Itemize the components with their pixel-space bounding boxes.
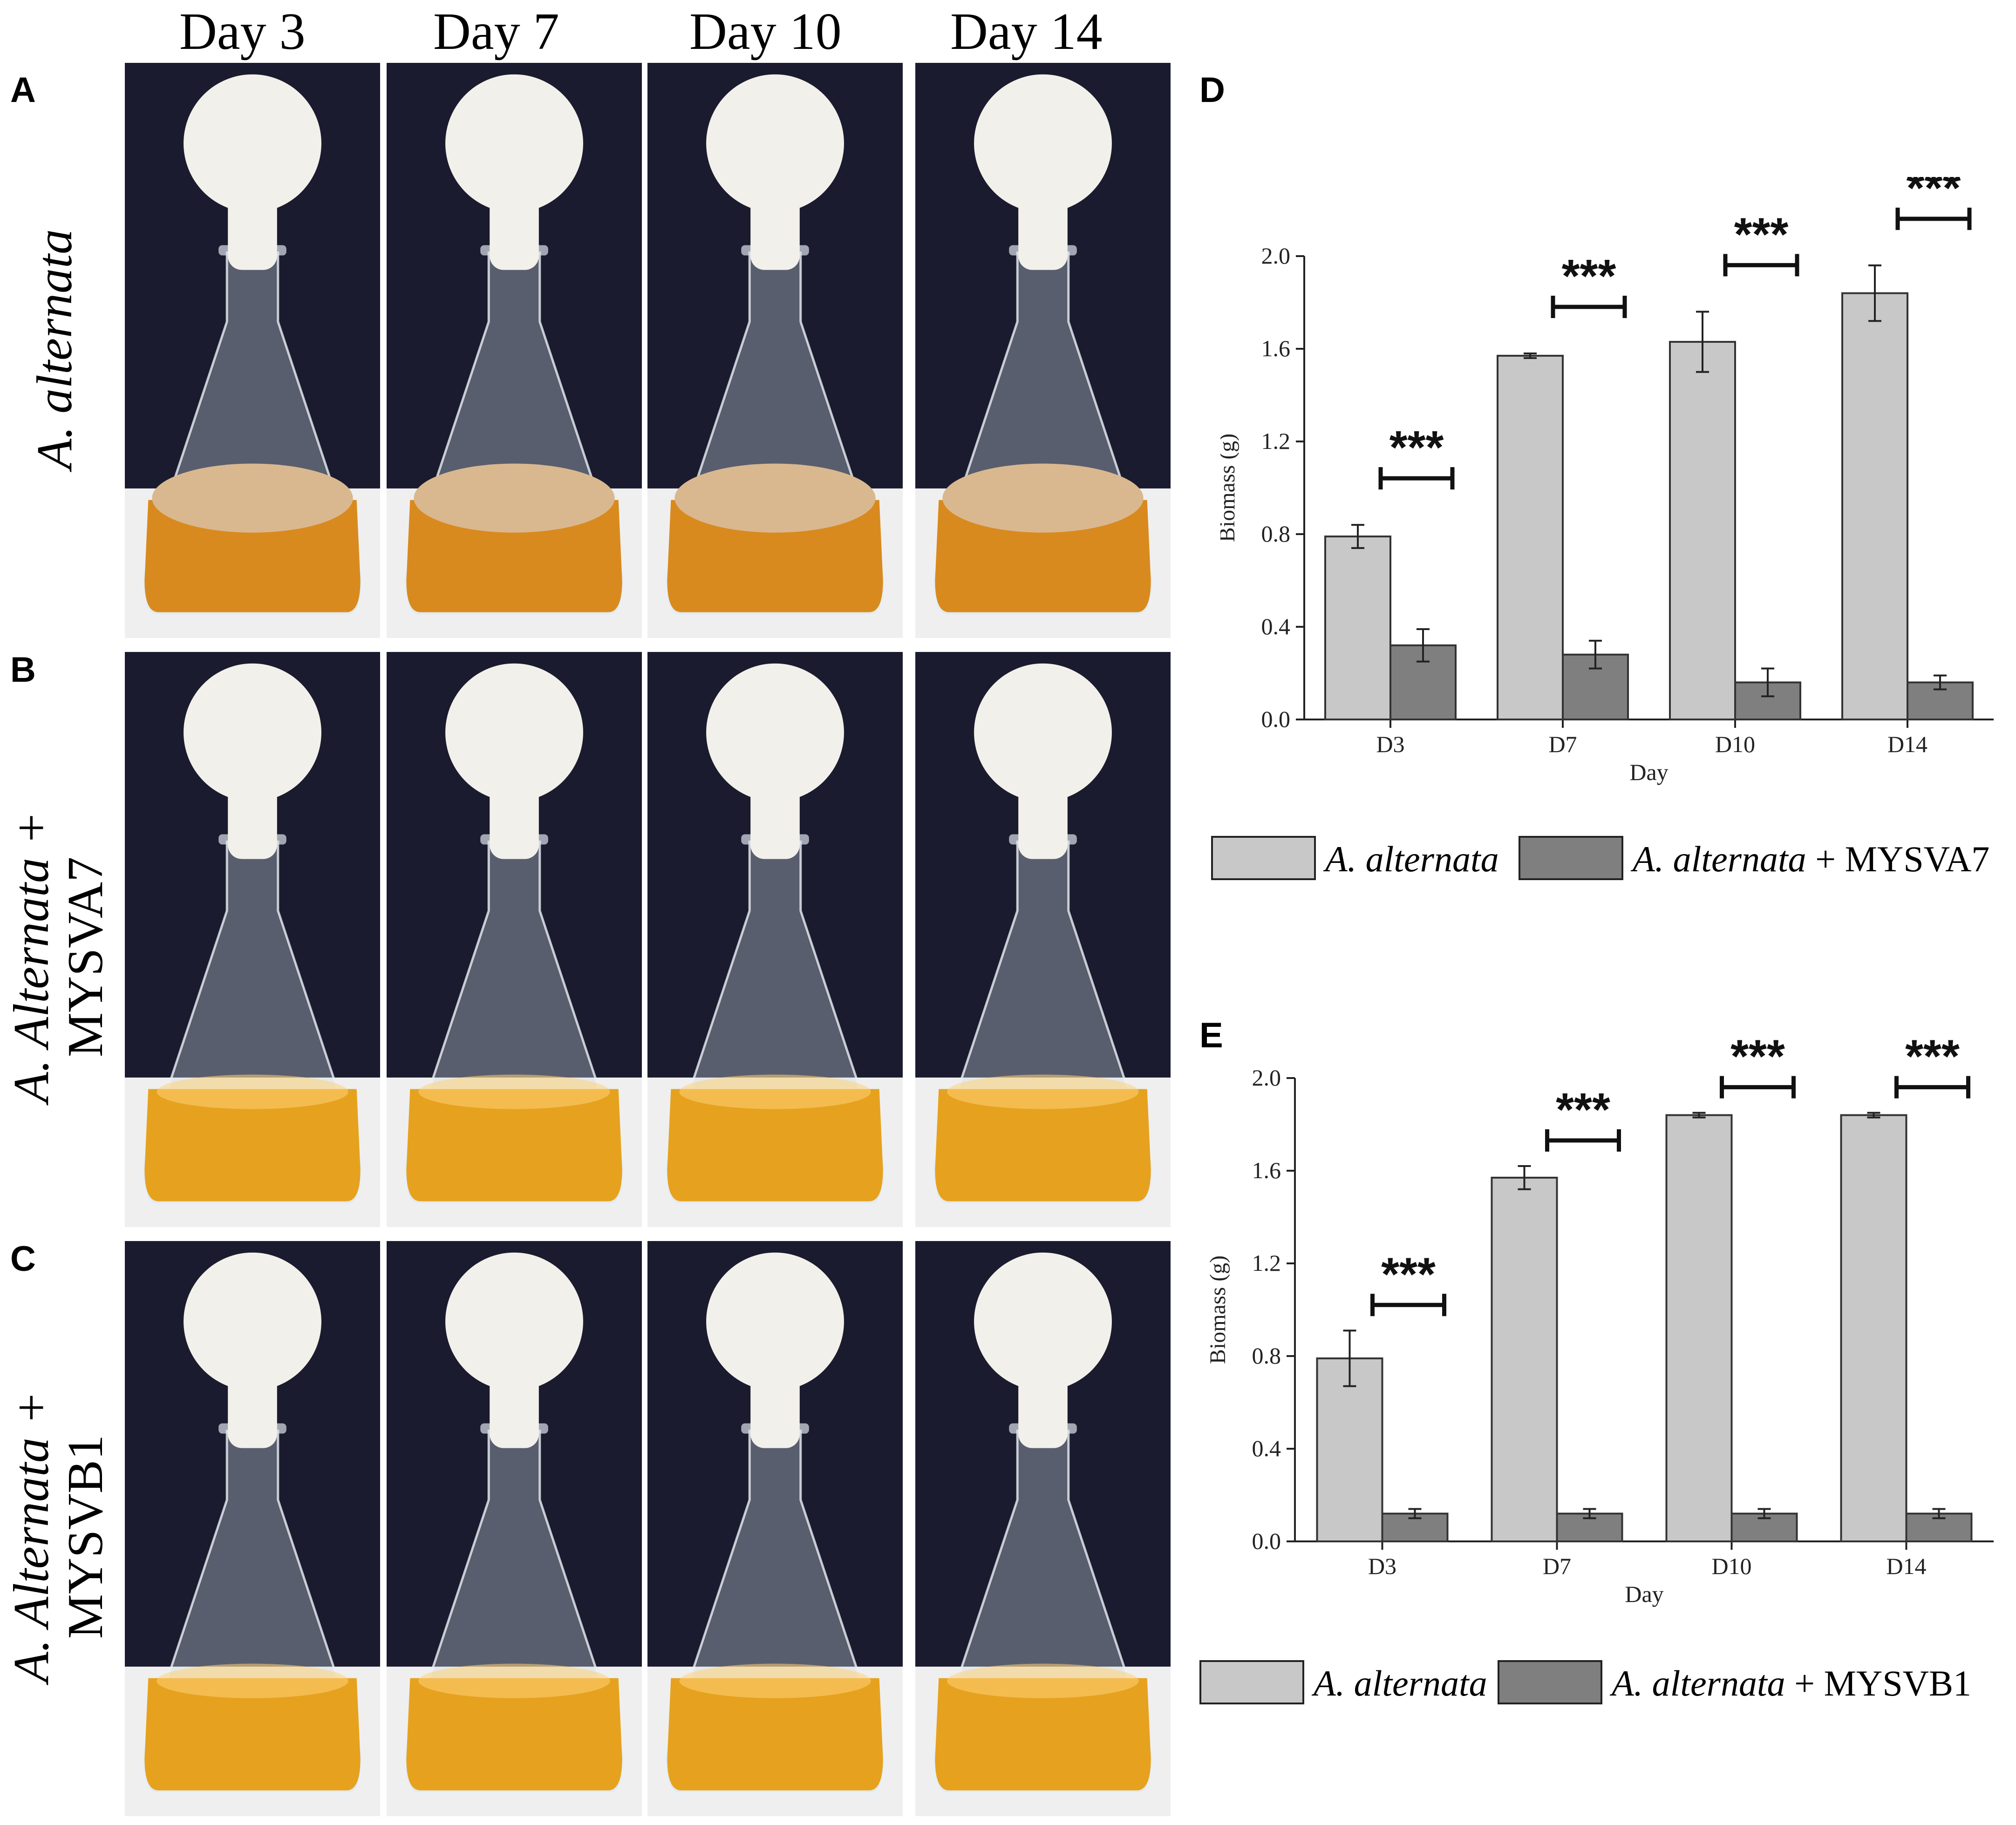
flask-photo-c-1 bbox=[125, 1241, 380, 1816]
x-tick-label: D7 bbox=[1543, 1553, 1571, 1579]
legend-d-swatch-dark bbox=[1519, 836, 1623, 880]
flask-photo-b-1 bbox=[125, 652, 380, 1227]
row-label-a: A. alternata bbox=[27, 186, 84, 512]
bar-series1-d7 bbox=[1497, 354, 1564, 720]
flask-photo-c-2 bbox=[387, 1241, 642, 1816]
bar-series1-d10 bbox=[1665, 1114, 1733, 1543]
y-tick-label: 1.2 bbox=[1252, 1250, 1281, 1276]
legend-e-swatch-dark bbox=[1498, 1660, 1602, 1704]
legend-e: A. alternata A. alternata + MYSVB1 bbox=[1199, 1658, 2010, 1709]
x-tick-label: D14 bbox=[1887, 731, 1927, 757]
y-axis-label: Biomass (g) bbox=[1206, 1255, 1230, 1364]
chart-d: 0.0 0.4 0.8 1.2 1.6 2.0 Biomass (g) Day D3 *** D7 *… bbox=[1220, 177, 2003, 796]
significance-label: *** bbox=[1907, 177, 1961, 214]
significance-label: *** bbox=[1556, 1084, 1610, 1136]
flask-photo-b-2 bbox=[387, 652, 642, 1227]
x-tick-label: D7 bbox=[1548, 731, 1577, 757]
significance-label: *** bbox=[1562, 250, 1616, 302]
column-header-day3: Day 3 bbox=[179, 3, 306, 61]
column-header-day14: Day 14 bbox=[950, 3, 1103, 61]
row-label-c: A. Alternata + MYSVB1 bbox=[4, 1337, 116, 1737]
y-tick-label: 2.0 bbox=[1261, 243, 1291, 269]
row-label-b-line1: A. Alternata + bbox=[4, 811, 59, 1103]
column-header-day7: Day 7 bbox=[433, 3, 559, 61]
significance-label: *** bbox=[1734, 208, 1789, 260]
row-label-a-line1: A. alternata bbox=[27, 229, 82, 469]
y-tick-label: 1.6 bbox=[1252, 1157, 1281, 1183]
x-tick-label: D14 bbox=[1886, 1553, 1926, 1579]
x-axis-label: Day bbox=[1625, 1581, 1663, 1607]
y-tick-label: 0.4 bbox=[1252, 1435, 1281, 1461]
y-tick-label: 0.0 bbox=[1261, 706, 1291, 732]
legend-d: A. alternata A. alternata + MYSVA7 bbox=[1211, 834, 2012, 885]
flask-photo-a-1 bbox=[125, 63, 380, 638]
flask-photo-a-4 bbox=[915, 63, 1171, 638]
panel-letter-c: C bbox=[10, 1239, 36, 1279]
chart-e: 0.0 0.4 0.8 1.2 1.6 2.0 Biomass (g) Day D3 *** D7 *… bbox=[1202, 1001, 2003, 1621]
y-axis-label: Biomass (g) bbox=[1220, 434, 1240, 542]
y-tick-label: 1.2 bbox=[1261, 428, 1291, 454]
significance-label: *** bbox=[1730, 1031, 1785, 1083]
x-axis-label: Day bbox=[1629, 759, 1668, 785]
y-tick-label: 2.0 bbox=[1252, 1065, 1281, 1091]
significance-label: *** bbox=[1905, 1031, 1960, 1083]
bar-series1-d14 bbox=[1840, 1114, 1907, 1543]
column-header-day10: Day 10 bbox=[689, 3, 842, 61]
row-label-b-line2: MYSVA7 bbox=[58, 856, 113, 1058]
x-tick-label: D10 bbox=[1715, 731, 1755, 757]
panel-letter-b: B bbox=[10, 650, 36, 690]
row-label-c-line2: MYSVB1 bbox=[58, 1434, 113, 1639]
x-tick-label: D10 bbox=[1711, 1553, 1751, 1579]
legend-e-label-1: A. alternata bbox=[1314, 1663, 1487, 1703]
y-tick-label: 0.4 bbox=[1261, 613, 1291, 639]
flask-photo-c-4 bbox=[915, 1241, 1171, 1816]
bar-series1-d3 bbox=[1316, 1357, 1383, 1542]
legend-e-label-2: A. alternata + MYSVB1 bbox=[1612, 1663, 1972, 1703]
bar-series1-d10 bbox=[1669, 341, 1736, 720]
flask-photo-b-4 bbox=[915, 652, 1171, 1227]
panel-letter-d: D bbox=[1199, 70, 1225, 110]
flask-photo-b-3 bbox=[647, 652, 903, 1227]
row-label-b: A. Alternata + MYSVA7 bbox=[4, 757, 116, 1157]
panel-letter-a: A bbox=[10, 70, 36, 110]
bar-series1-d7 bbox=[1491, 1176, 1558, 1542]
column-headers: Day 3 Day 7 Day 10 Day 14 bbox=[0, 0, 1165, 61]
row-label-c-line1: A. Alternata + bbox=[4, 1391, 59, 1683]
legend-e-swatch-light bbox=[1199, 1660, 1304, 1704]
x-tick-label: D3 bbox=[1376, 731, 1404, 757]
y-tick-label: 1.6 bbox=[1261, 335, 1291, 361]
legend-d-label-1: A. alternata bbox=[1325, 839, 1499, 879]
y-tick-label: 0.0 bbox=[1252, 1528, 1281, 1554]
significance-label: *** bbox=[1381, 1248, 1436, 1300]
flask-photo-c-3 bbox=[647, 1241, 903, 1816]
y-tick-label: 0.8 bbox=[1261, 521, 1291, 547]
bar-series1-d3 bbox=[1324, 535, 1391, 720]
bar-series1-d14 bbox=[1841, 292, 1908, 721]
legend-d-label-2: A. alternata + MYSVA7 bbox=[1633, 839, 1990, 879]
panel-letter-e: E bbox=[1199, 1016, 1223, 1055]
legend-d-swatch-light bbox=[1211, 836, 1316, 880]
significance-label: *** bbox=[1389, 421, 1444, 474]
flask-photo-a-3 bbox=[647, 63, 903, 638]
x-tick-label: D3 bbox=[1368, 1553, 1396, 1579]
flask-photo-a-2 bbox=[387, 63, 642, 638]
y-tick-label: 0.8 bbox=[1252, 1343, 1281, 1369]
